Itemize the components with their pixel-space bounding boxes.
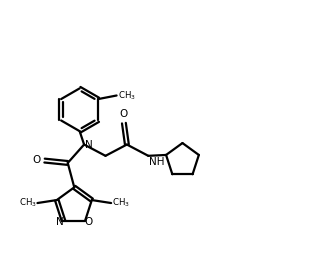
Text: CH$_3$: CH$_3$: [118, 89, 136, 102]
Text: NH: NH: [150, 157, 165, 167]
Text: CH$_3$: CH$_3$: [112, 197, 130, 209]
Text: N: N: [85, 139, 93, 150]
Text: O: O: [32, 155, 41, 165]
Text: O: O: [119, 109, 128, 119]
Text: CH$_3$: CH$_3$: [19, 197, 37, 209]
Text: N: N: [56, 217, 63, 227]
Text: O: O: [85, 217, 93, 227]
